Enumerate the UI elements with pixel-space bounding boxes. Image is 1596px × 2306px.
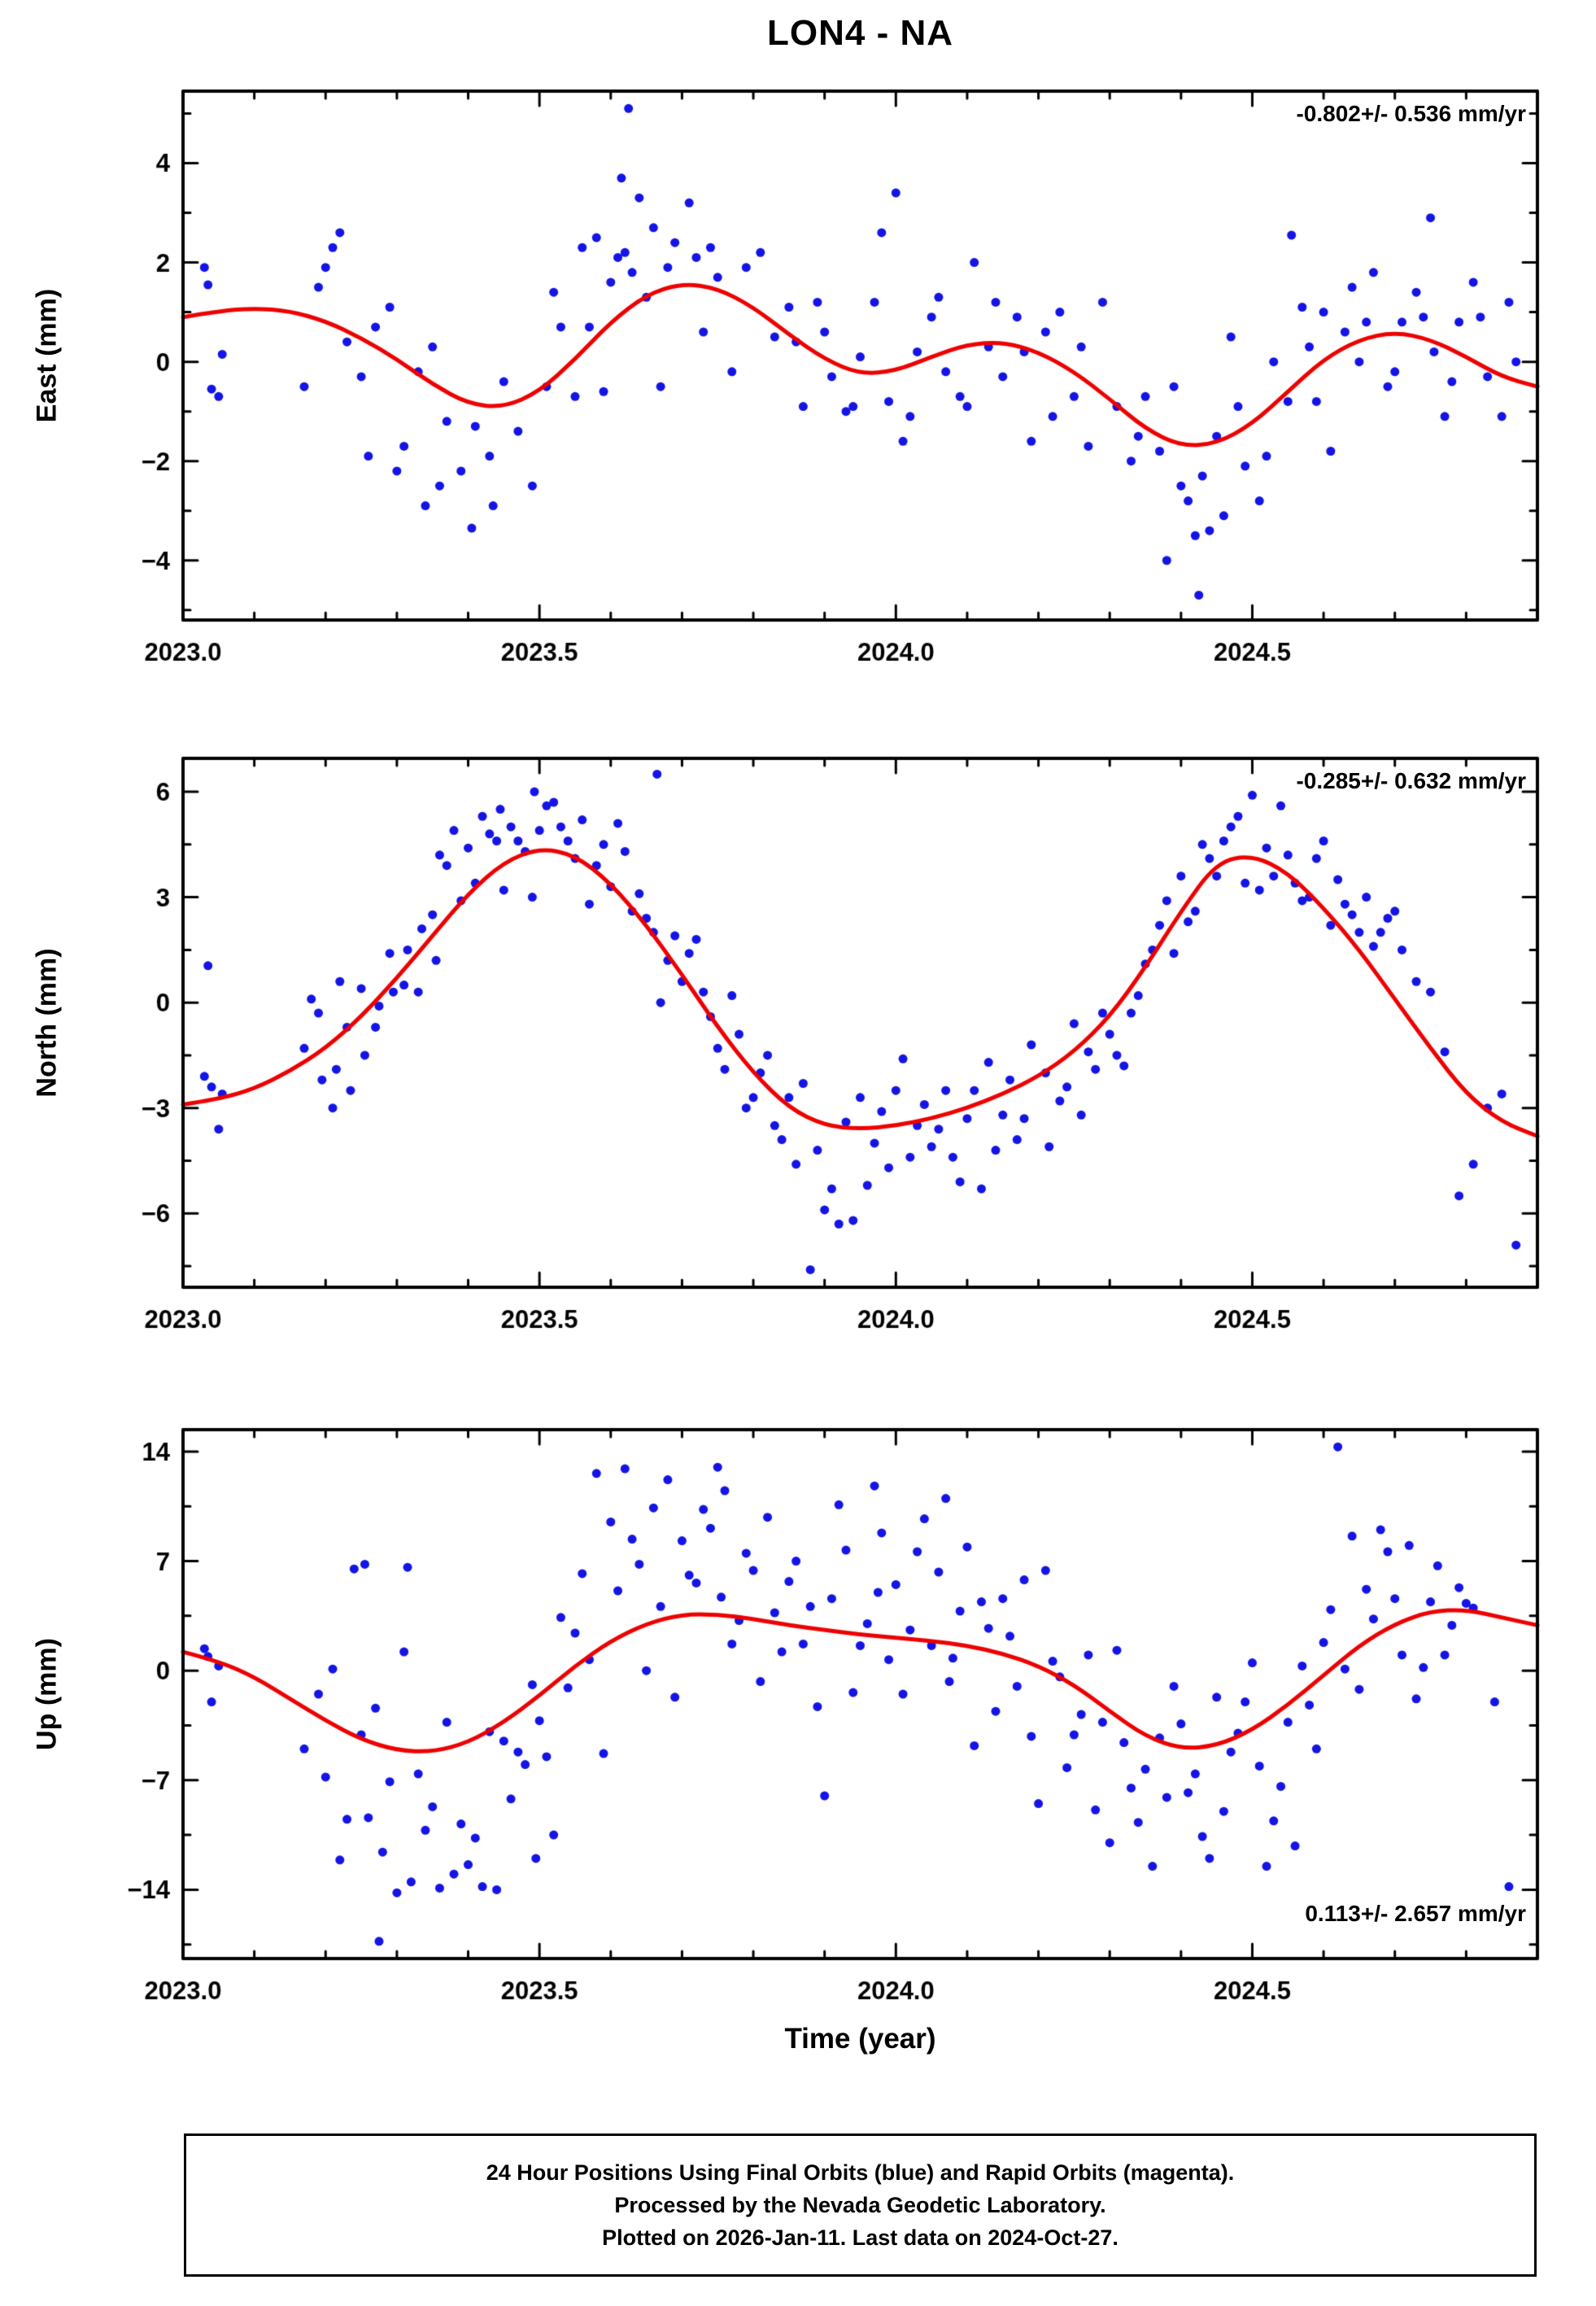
caption-line-2: Processed by the Nevada Geodetic Laborat… xyxy=(614,2193,1106,2217)
caption-line-3: Plotted on 2026-Jan-11. Last data on 202… xyxy=(602,2225,1119,2250)
east-panel xyxy=(0,65,1596,684)
caption-line-1: 24 Hour Positions Using Final Orbits (bl… xyxy=(486,2160,1235,2185)
up-plot-canvas xyxy=(0,1404,1596,2022)
up-axis-label: Up (mm) xyxy=(31,1638,63,1750)
up-panel xyxy=(0,1404,1596,2022)
north-plot-canvas xyxy=(0,732,1596,1351)
up-rate-annotation: 0.113+/- 2.657 mm/yr xyxy=(1305,1901,1526,1926)
north-panel xyxy=(0,732,1596,1351)
east-axis-label: East (mm) xyxy=(31,288,63,423)
x-axis-label: Time (year) xyxy=(784,2023,936,2055)
caption-box: 24 Hour Positions Using Final Orbits (bl… xyxy=(184,2133,1537,2277)
north-axis-label: North (mm) xyxy=(31,948,63,1098)
page-title: LON4 - NA xyxy=(767,13,953,53)
east-rate-annotation: -0.802+/- 0.536 mm/yr xyxy=(1296,101,1526,126)
north-rate-annotation: -0.285+/- 0.632 mm/yr xyxy=(1296,768,1526,793)
east-plot-canvas xyxy=(0,65,1596,684)
